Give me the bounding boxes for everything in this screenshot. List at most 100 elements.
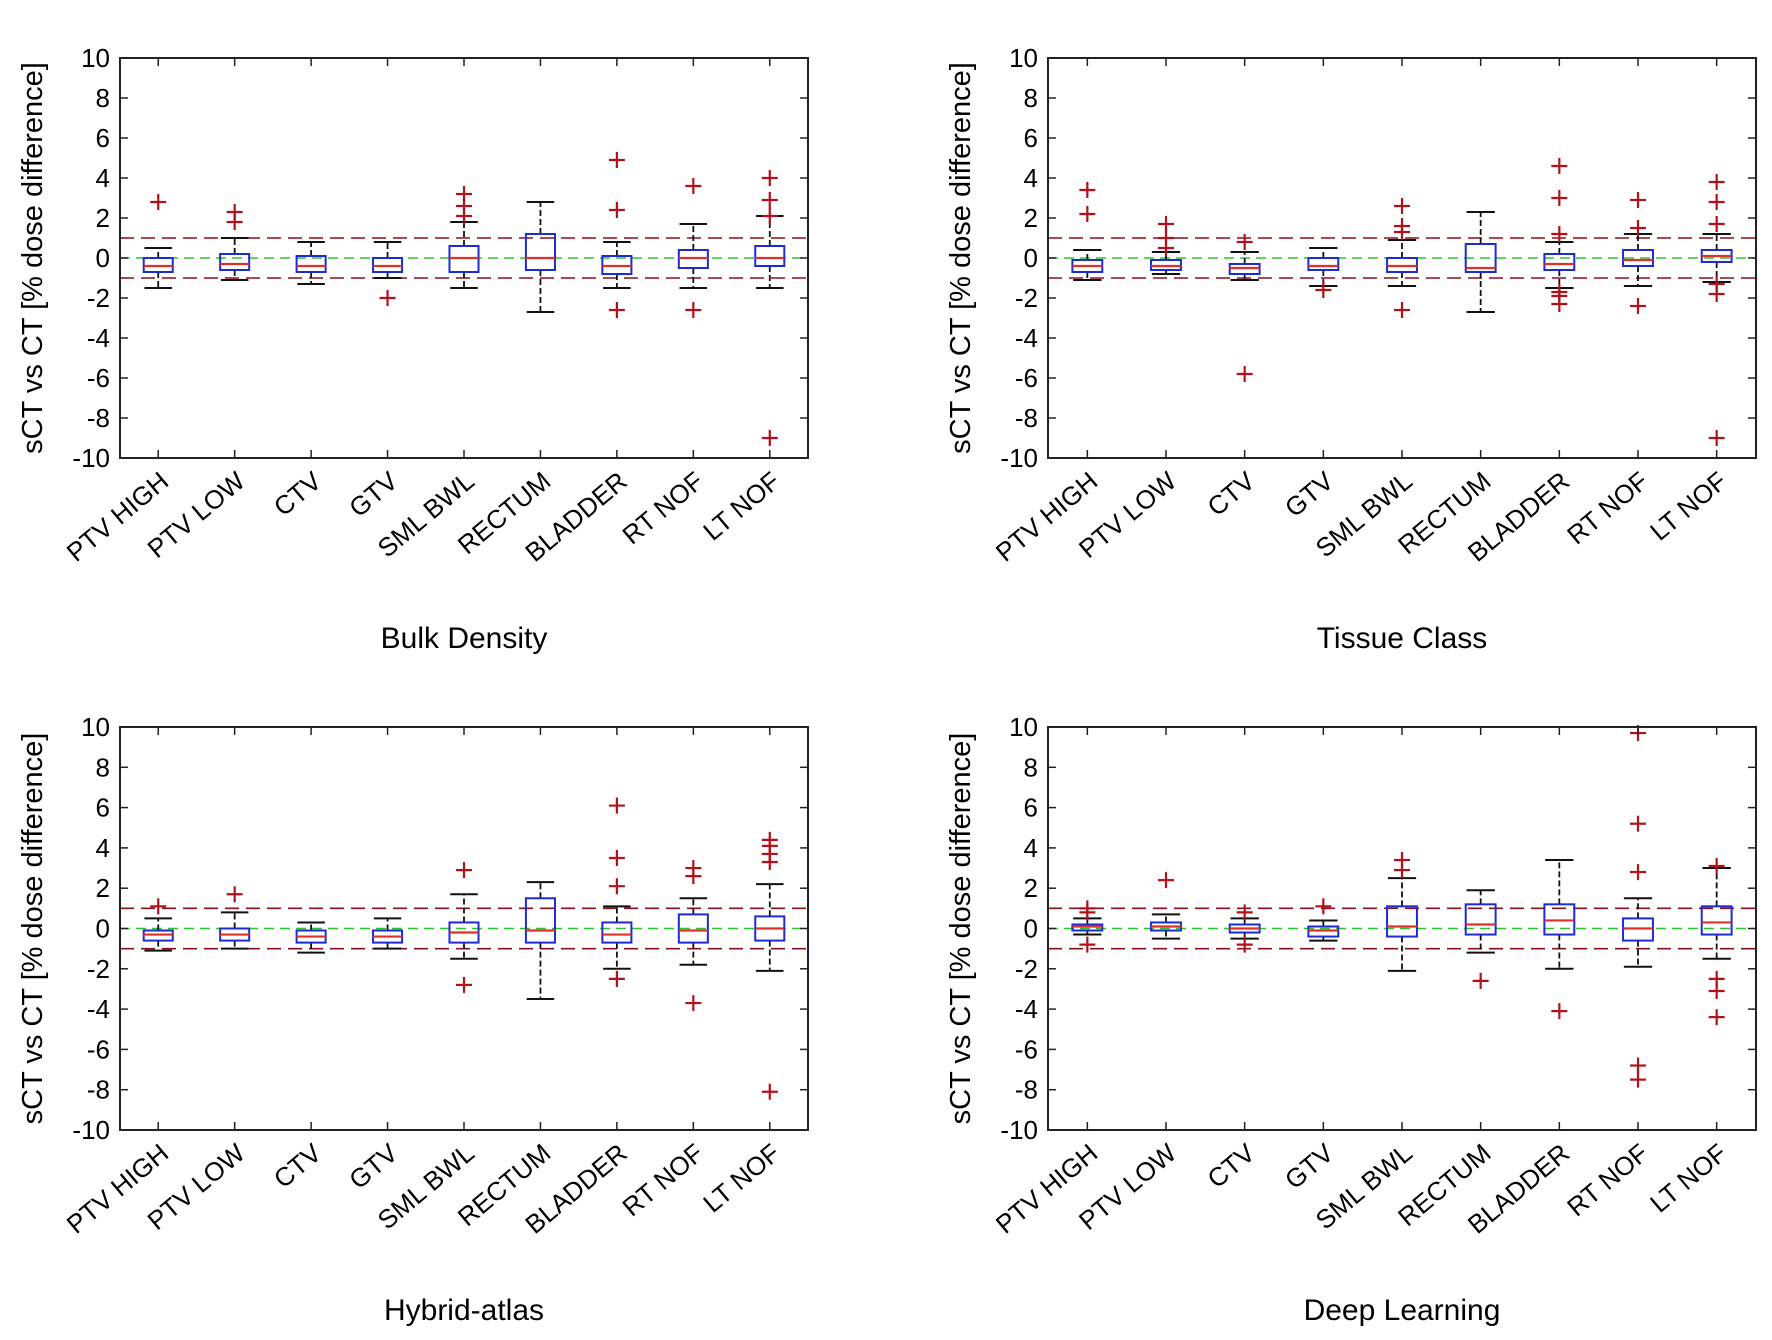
- y-tick-label: 6: [1024, 793, 1038, 823]
- x-tick-label: CTV: [268, 465, 328, 522]
- outlier-marker: [1551, 190, 1568, 206]
- box-iqr: [677, 913, 709, 944]
- outlier-marker: [1708, 970, 1725, 987]
- outlier-marker: [761, 430, 778, 446]
- outlier-marker: [761, 192, 778, 208]
- outlier-marker: [1236, 904, 1253, 921]
- box-gtv: [372, 241, 404, 306]
- box-iqr: [1622, 249, 1654, 267]
- outlier-marker: [1236, 234, 1253, 250]
- y-tick-label: -6: [1015, 363, 1038, 393]
- y-tick-label: -6: [87, 363, 110, 393]
- outlier-marker: [685, 178, 702, 194]
- box-iqr: [1700, 905, 1733, 936]
- outlier-marker: [1630, 815, 1646, 832]
- x-tick-label: LT NOF: [1644, 1138, 1732, 1219]
- outlier-marker: [761, 831, 778, 848]
- box-rt-nof: [1622, 725, 1654, 1088]
- y-tick-label: 4: [96, 163, 110, 193]
- box-ptv-low: [1150, 872, 1182, 940]
- outlier-marker: [608, 970, 625, 987]
- y-tick-label: 8: [96, 752, 110, 782]
- box-ctv: [295, 921, 327, 954]
- x-tick-label: CTV: [268, 1137, 328, 1194]
- x-tick-label: GTV: [343, 465, 404, 523]
- box-rt-nof: [677, 860, 709, 1012]
- box-bladder: [601, 152, 633, 318]
- y-tick-label: 6: [96, 793, 110, 823]
- y-tick-label: 2: [1024, 873, 1038, 903]
- x-axis-label: Deep Learning: [1304, 1294, 1501, 1327]
- box-iqr: [1464, 903, 1497, 936]
- box-iqr: [524, 897, 556, 944]
- y-tick-label: -4: [1015, 994, 1038, 1024]
- y-tick-label: -2: [87, 283, 110, 313]
- x-axis-label: Tissue Class: [1317, 622, 1488, 655]
- outlier-marker: [150, 898, 167, 915]
- outlier-marker: [456, 976, 472, 993]
- box-rectum: [1464, 889, 1497, 989]
- outlier-marker: [1079, 206, 1096, 222]
- box-bladder: [601, 797, 633, 987]
- outlier-marker: [1315, 282, 1332, 298]
- outlier-marker: [1630, 864, 1646, 881]
- outlier-marker: [1472, 972, 1489, 989]
- outlier-marker: [685, 860, 702, 877]
- y-tick-label: 2: [96, 203, 110, 233]
- x-tick-label: LT NOF: [697, 1138, 785, 1219]
- box-lt-nof: [1700, 858, 1733, 1026]
- y-axis-label: sCT vs CT [% dose difference]: [17, 733, 49, 1125]
- x-tick-label: RT NOF: [616, 466, 709, 551]
- outlier-marker: [1079, 936, 1096, 953]
- box-rt-nof: [1622, 192, 1654, 314]
- box-lt-nof: [1700, 174, 1733, 446]
- box-ctv: [1228, 904, 1261, 953]
- box-iqr: [1307, 257, 1340, 271]
- box-sml-bwl: [1386, 851, 1418, 972]
- y-axis-label: sCT vs CT [% dose difference]: [945, 62, 977, 454]
- x-tick-label: GTV: [1279, 465, 1340, 523]
- outlier-marker: [379, 290, 396, 306]
- outlier-marker: [1158, 872, 1174, 889]
- outlier-marker: [761, 170, 778, 186]
- box-iqr: [1464, 243, 1497, 273]
- outlier-marker: [150, 194, 167, 210]
- y-tick-label: 10: [81, 43, 110, 73]
- box-rectum: [524, 881, 556, 1001]
- y-tick-label: 8: [1024, 83, 1038, 113]
- y-tick-label: -2: [87, 954, 110, 984]
- box-ptv-low: [219, 886, 251, 950]
- x-tick-label: GTV: [1279, 1137, 1340, 1195]
- outlier-marker: [1708, 276, 1725, 292]
- outlier-marker: [1708, 430, 1725, 446]
- y-tick-label: 0: [1024, 243, 1038, 273]
- y-tick-label: 6: [1024, 123, 1038, 153]
- box-iqr: [524, 233, 556, 271]
- box-iqr: [601, 921, 633, 944]
- y-tick-label: -8: [1015, 403, 1038, 433]
- box-lt-nof: [754, 170, 786, 446]
- outlier-marker: [1315, 898, 1332, 915]
- outlier-marker: [1708, 216, 1725, 232]
- outlier-marker: [456, 186, 472, 202]
- outlier-marker: [1708, 174, 1725, 190]
- y-tick-label: -8: [87, 1075, 110, 1105]
- outlier-marker: [1236, 366, 1253, 382]
- box-ptv-high: [142, 898, 174, 952]
- box-gtv: [1307, 898, 1340, 942]
- outlier-marker: [226, 886, 243, 903]
- y-tick-label: 0: [96, 914, 110, 944]
- outlier-marker: [685, 995, 702, 1012]
- y-tick-label: -6: [87, 1034, 110, 1064]
- outlier-marker: [1630, 192, 1646, 208]
- box-ptv-high: [1071, 900, 1104, 953]
- outlier-marker: [685, 302, 702, 318]
- x-tick-label: GTV: [343, 1137, 404, 1195]
- y-tick-label: -10: [72, 1115, 110, 1145]
- outlier-marker: [761, 1083, 778, 1100]
- y-axis-label: sCT vs CT [% dose difference]: [945, 733, 977, 1125]
- outlier-marker: [1630, 298, 1646, 314]
